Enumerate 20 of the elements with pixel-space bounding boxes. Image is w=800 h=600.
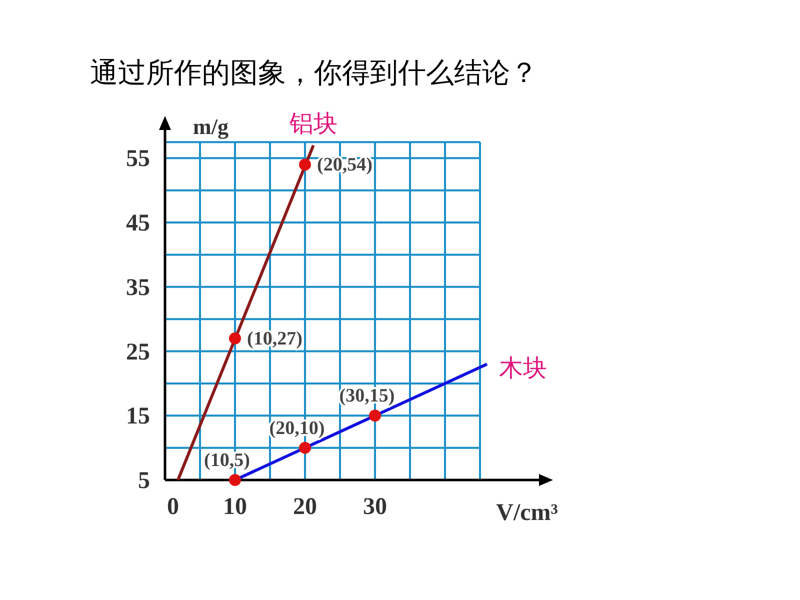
point [229,474,241,486]
y-tick-label: 5 [138,468,150,494]
x-tick-label: 10 [223,494,247,520]
y-axis-title: m/g [193,114,228,139]
y-tick-label: 15 [126,404,150,430]
series-label: 木块 [499,354,547,382]
point [299,158,311,171]
y-tick-label: 25 [126,339,150,366]
x-tick-label: 0 [167,494,179,520]
series-label: 铝块 [288,109,338,138]
chart-title: 通过所作的图象，你得到什么结论？ [90,56,538,89]
point [369,410,381,422]
point [229,332,241,344]
x-axis-title: V/cm³ [496,500,558,526]
x-tick-label: 30 [363,494,387,520]
point [299,442,311,454]
x-tick-label: 20 [293,494,317,520]
y-tick-label: 55 [126,146,150,172]
y-tick-label: 45 [126,210,150,237]
y-tick-label: 35 [126,274,150,301]
